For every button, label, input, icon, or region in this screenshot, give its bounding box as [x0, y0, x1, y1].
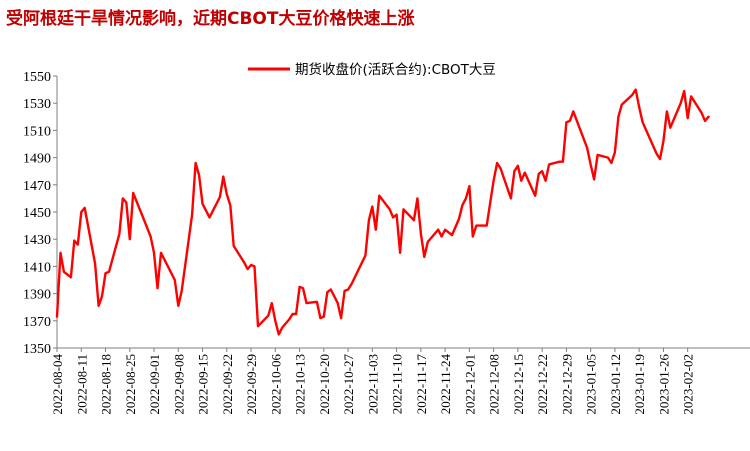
x-tick-label: 2022-09-01 [147, 354, 162, 415]
x-tick-label: 2023-02-02 [681, 354, 696, 415]
x-tick-label: 2023-01-19 [632, 354, 647, 415]
x-tick-label: 2023-01-12 [608, 354, 623, 415]
y-tick-label: 1370 [23, 315, 51, 330]
x-tick-label: 2022-12-15 [511, 354, 526, 415]
x-tick-label: 2022-08-04 [50, 354, 65, 415]
x-tick-label: 2022-08-11 [74, 354, 89, 414]
series-layer [55, 88, 710, 336]
x-tick-label: 2023-01-05 [584, 354, 599, 415]
y-tick-label: 1530 [23, 97, 51, 112]
y-tick-label: 1490 [23, 152, 51, 167]
y-tick-label: 1390 [23, 288, 51, 303]
x-tick-label: 2022-11-03 [365, 354, 380, 414]
chart-title: 受阿根廷干旱情况影响，近期CBOT大豆价格快速上涨 [6, 9, 415, 29]
x-tick-label: 2022-09-22 [220, 354, 235, 415]
x-tick-label: 2022-10-27 [341, 354, 356, 415]
y-tick-label: 1470 [23, 179, 51, 194]
x-tick-label: 2022-10-06 [268, 354, 283, 415]
x-tick-label: 2022-12-22 [535, 354, 550, 415]
y-tick-label: 1550 [23, 70, 51, 85]
x-tick-label: 2023-01-26 [656, 354, 671, 415]
x-tick-label: 2022-09-08 [171, 354, 186, 415]
x-tick-label: 2022-12-01 [462, 354, 477, 415]
y-axis-ticks: 1350 1370 1390 1410 1430 1450 1470 1490 1510 1530… [23, 70, 57, 357]
y-tick-label: 1430 [23, 233, 51, 248]
x-tick-label: 2022-11-10 [390, 354, 405, 414]
y-tick-label: 1350 [23, 342, 51, 357]
legend-label: 期货收盘价(活跃合约):CBOT大豆 [295, 61, 496, 78]
x-tick-label: 2022-11-24 [438, 354, 453, 415]
x-tick-label: 2022-08-25 [123, 354, 138, 415]
x-tick-label: 2022-09-29 [244, 354, 259, 415]
x-tick-label: 2022-09-15 [196, 354, 211, 415]
legend: 期货收盘价(活跃合约):CBOT大豆 [248, 61, 496, 78]
x-tick-label: 2022-12-29 [559, 354, 574, 415]
x-tick-label: 2022-12-08 [487, 354, 502, 415]
x-tick-label: 2022-10-13 [293, 354, 308, 415]
y-tick-label: 1410 [23, 260, 51, 275]
y-tick-label: 1450 [23, 206, 51, 221]
y-tick-label: 1510 [23, 124, 51, 139]
series-line [55, 88, 710, 336]
x-axis-ticks: 2022-08-04 2022-08-11 2022-08-18 2022-08-25… [50, 348, 696, 415]
x-tick-label: 2022-11-17 [414, 354, 429, 415]
x-tick-label: 2022-08-18 [99, 354, 114, 415]
x-tick-label: 2022-10-20 [317, 354, 332, 415]
